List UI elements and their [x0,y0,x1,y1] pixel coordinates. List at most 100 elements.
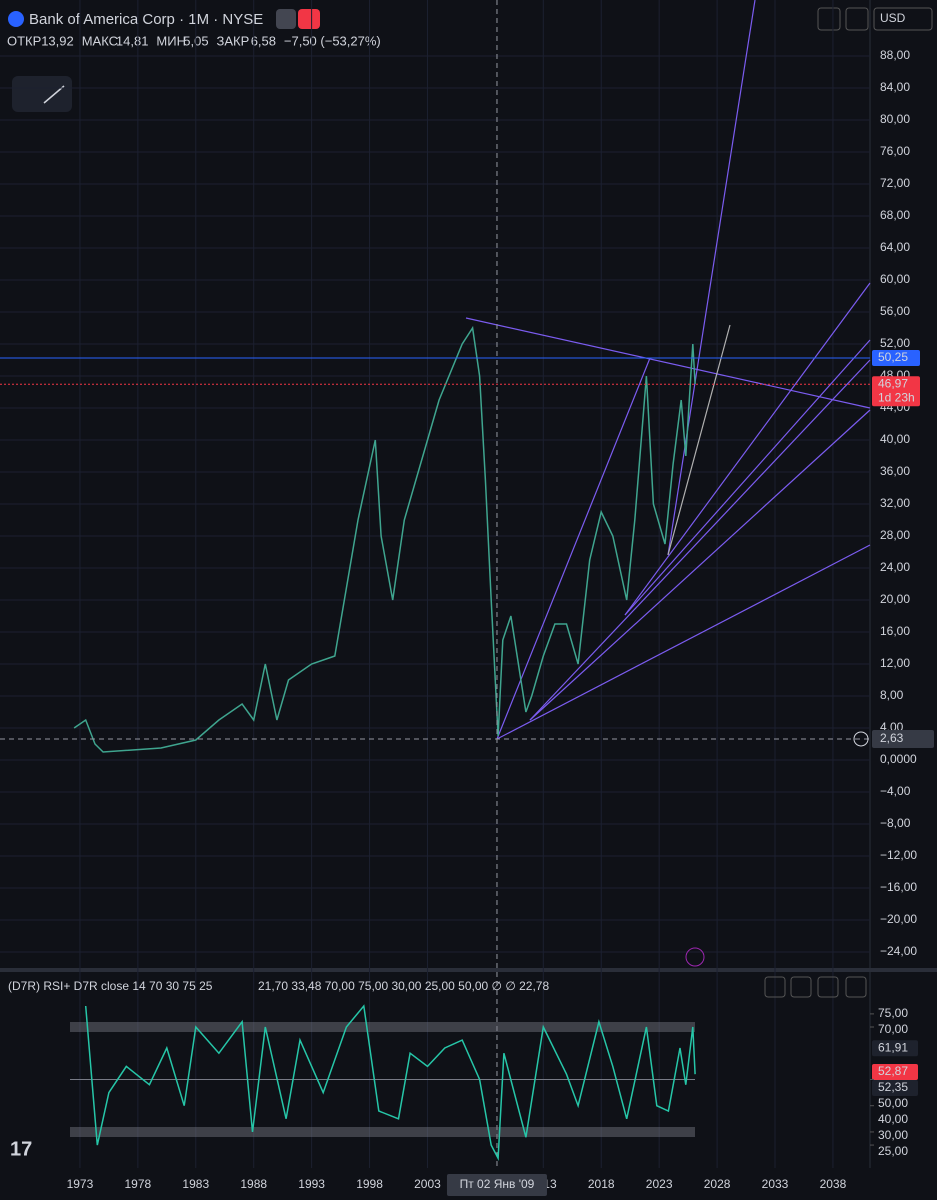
currency[interactable]: USD [880,11,906,25]
x-tick-label: 2018 [588,1177,615,1191]
plot [0,0,870,1168]
y-tick-label: 76,00 [880,144,910,158]
button[interactable] [817,976,839,998]
rsi-axis-label: 52,35 [878,1080,908,1094]
y-tick-label: −12,00 [880,848,917,862]
trendline [465,317,871,409]
rsi-axis-label: 40,00 [878,1112,908,1126]
ohlc-value: 6,58 [251,33,276,48]
x-tick-label: 1993 [298,1177,325,1191]
y-tick-label: 84,00 [880,80,910,94]
y-tick-label: −20,00 [880,912,917,926]
rsi-axis-label: 50,00 [878,1096,908,1110]
button[interactable] [817,7,841,31]
button[interactable] [790,976,812,998]
y-tick-label: 32,00 [880,496,910,510]
y-tick-label: 36,00 [880,464,910,478]
x-tick-label: 2023 [646,1177,673,1191]
rsi-value-badge [872,1079,918,1096]
symbol-title: Bank of America Corp · 1M · NYSE [29,11,263,28]
trendline [667,0,756,556]
crosshair-badge [872,729,934,748]
x-tick-label: 2038 [820,1177,847,1191]
x-tick-label: 2028 [704,1177,731,1191]
y-tick-label: 88,00 [880,48,910,62]
rsi-axis-label: 61,91 [878,1040,908,1054]
crosshair-date: Пт 02 Янв '09 [460,1177,535,1191]
button[interactable] [845,976,867,998]
price-badge [872,350,920,366]
ohlc-value: 13,92 [41,33,74,48]
x-tick-label: 2033 [762,1177,789,1191]
price-line [73,325,696,753]
y-tick-label: 52,00 [880,336,910,350]
crosshair-plus [853,731,869,747]
ohlc-change: −7,50 (−53,27%) [284,33,381,48]
rsi-axis-label: 25,00 [878,1144,908,1158]
y-tick-label: 56,00 [880,304,910,318]
ohlc-label: ОТКР [7,33,41,48]
rsi-toolbar [764,976,867,998]
rsi-axis-label: 75,00 [878,1006,908,1020]
trendline [667,324,731,556]
price-badge-label: 50,25 [878,350,908,364]
y-tick-label: 40,00 [880,432,910,446]
rsi-axis-label: 70,00 [878,1022,908,1036]
button[interactable] [845,7,869,31]
y-tick-label: 20,00 [880,592,910,606]
trendline [529,359,871,721]
badge[interactable] [298,9,320,29]
trendline [529,409,871,721]
y-tick-label: 64,00 [880,240,910,254]
rsi-axis-label: 52,87 [878,1064,908,1078]
x-tick-label: 1983 [182,1177,209,1191]
x-tick-label: 1998 [356,1177,383,1191]
countdown: 1d 23h [878,390,915,404]
y-tick-label: 8,00 [880,688,904,702]
rsi-value-badge [872,1040,918,1057]
x-tick-label: 1973 [67,1177,94,1191]
drawings [465,0,871,740]
crosshair-date-badge [446,1174,547,1196]
ohlc-label: ЗАКР [217,33,250,48]
trendline-tool[interactable] [43,85,65,104]
ohlc-label: МИН [156,33,186,48]
y-tick-label: 72,00 [880,176,910,190]
y-tick-label: 60,00 [880,272,910,286]
crosshair-price: 2,63 [880,731,904,745]
y-tick-label: 16,00 [880,624,910,638]
y-tick-label: −24,00 [880,944,917,958]
trendline [624,339,871,616]
y-tick-label: 28,00 [880,528,910,542]
rsi-axis-label: 30,00 [878,1128,908,1142]
y-tick-label: −4,00 [880,784,911,798]
badge[interactable] [276,9,296,29]
currency-button[interactable] [873,7,933,31]
y-tick-label: 80,00 [880,112,910,126]
grid [0,0,870,1168]
x-tick-label: 1978 [125,1177,152,1191]
symbol-logo [8,11,24,27]
y-tick-label: −8,00 [880,816,911,830]
ohlc-label: МАКС [82,33,118,48]
price-badge [872,376,920,407]
y-tick-label: 12,00 [880,656,910,670]
button[interactable] [764,976,786,998]
ohlc-value: 14,81 [116,33,149,48]
y-tick-label: 24,00 [880,560,910,574]
rsi-title: (D7R) RSI+ D7R close 14 70 30 75 25 [8,979,213,993]
trendline [624,282,871,616]
y-tick-label: 68,00 [880,208,910,222]
drawing-toolbar[interactable] [12,76,72,112]
y-tick-label: −16,00 [880,880,917,894]
trendline [496,544,871,740]
alert-icon[interactable] [685,947,705,967]
logo: 17 [10,1138,32,1160]
rsi-readout: 21,70 33,48 70,00 75,00 30,00 25,00 50,0… [258,979,549,993]
rsi-value-badge [872,1063,918,1080]
price-badge-label: 46,97 [878,376,908,390]
pane-divider [0,968,937,972]
